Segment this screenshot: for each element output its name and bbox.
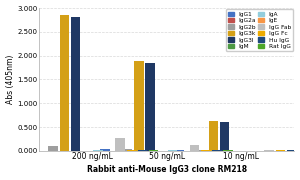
Bar [123,148,132,151]
Bar [138,150,147,151]
Y-axis label: Abs (405nm): Abs (405nm) [6,55,15,104]
Bar [175,150,184,151]
Bar [276,150,285,151]
Bar [220,122,229,151]
Bar [264,150,274,151]
Bar [127,150,136,151]
Bar [212,150,222,151]
Bar [71,17,80,151]
Bar [190,145,200,151]
Bar [100,149,110,151]
Bar [59,15,69,151]
Legend: IgG1, IgG2a, IgG2b, IgG3k, IgG3l, IgM, IgA, IgE, IgG Fab, IgG Fc, Hu IgG, Rat Ig: IgG1, IgG2a, IgG2b, IgG3k, IgG3l, IgM, I… [226,9,293,51]
Bar [93,150,103,151]
Bar [208,121,218,151]
Bar [26,147,35,151]
Bar [197,150,207,151]
Bar [149,150,158,151]
Bar [145,63,155,151]
Bar [287,150,296,151]
Bar [48,146,58,151]
Bar [167,150,177,151]
Bar [201,150,211,151]
Bar [298,150,300,151]
Bar [224,150,233,151]
X-axis label: Rabbit anti-Mouse IgG3 clone RM218: Rabbit anti-Mouse IgG3 clone RM218 [87,165,247,174]
Bar [116,138,125,151]
Bar [134,61,143,151]
